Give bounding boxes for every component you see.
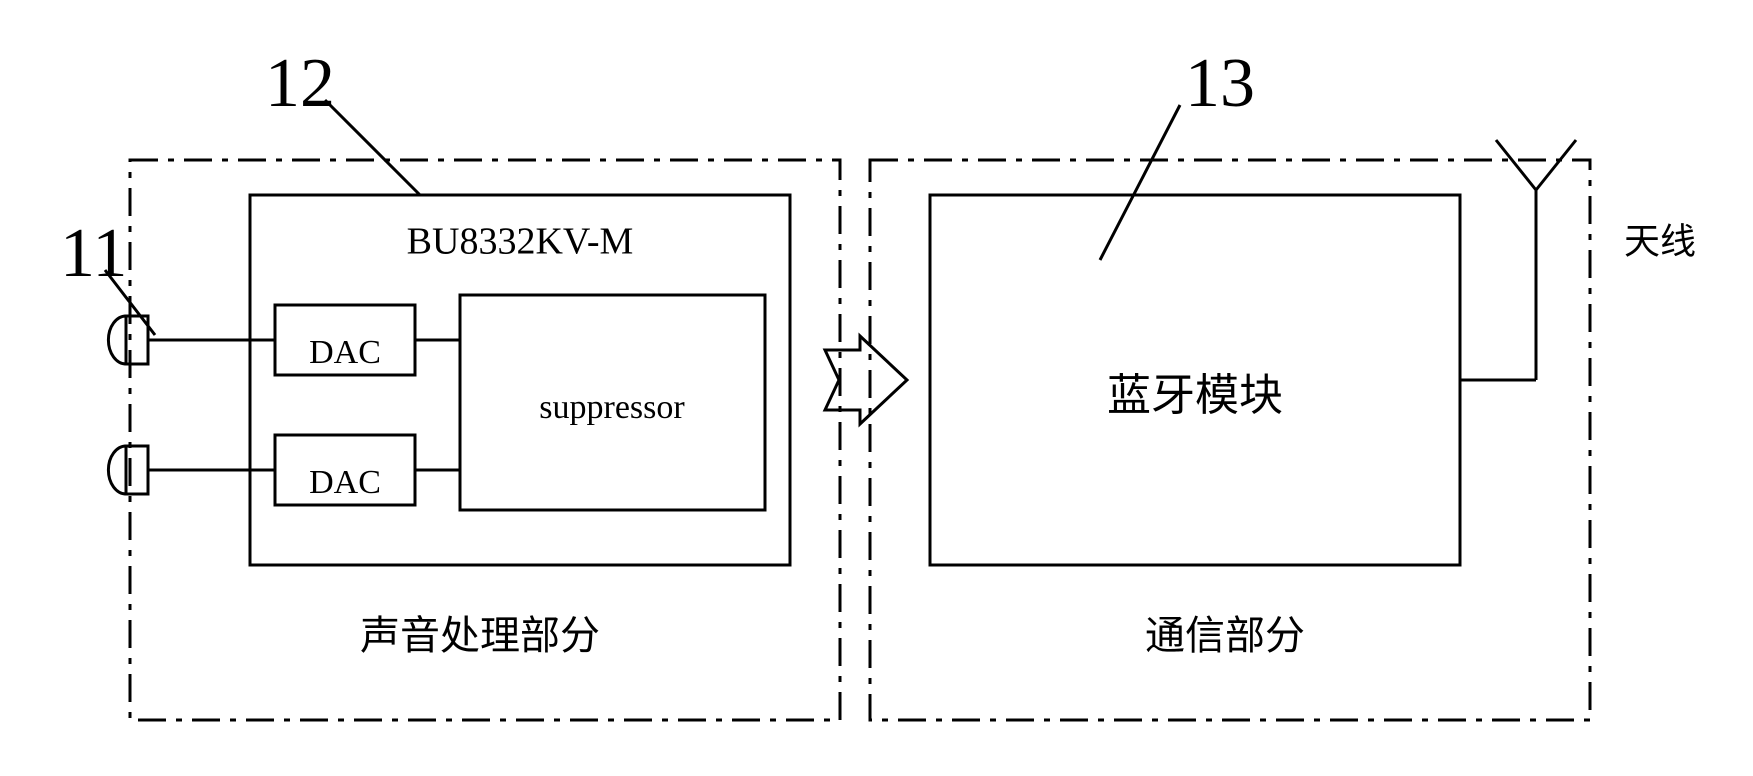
leader-12 bbox=[325, 100, 420, 195]
sound-caption: 声音处理部分 bbox=[360, 613, 600, 658]
label-13: 13 bbox=[1185, 45, 1255, 122]
antenna-tine-right bbox=[1536, 140, 1576, 190]
mic1-icon-cap bbox=[108, 316, 126, 364]
dac2-label: DAC bbox=[309, 464, 381, 501]
block-arrow-icon bbox=[825, 336, 907, 424]
label-12: 12 bbox=[265, 45, 335, 122]
suppressor-label: suppressor bbox=[539, 389, 685, 426]
dac1-label: DAC bbox=[309, 334, 381, 371]
label-11: 11 bbox=[60, 215, 127, 292]
comm-caption: 通信部分 bbox=[1145, 613, 1305, 658]
antenna-label: 天线 bbox=[1624, 221, 1696, 261]
leader-13 bbox=[1100, 105, 1180, 260]
bluetooth-label: 蓝牙模块 bbox=[1107, 371, 1283, 420]
antenna-tine-left bbox=[1496, 140, 1536, 190]
chip-label: BU8332KV-M bbox=[407, 221, 634, 263]
mic2-icon-cap bbox=[108, 446, 126, 494]
